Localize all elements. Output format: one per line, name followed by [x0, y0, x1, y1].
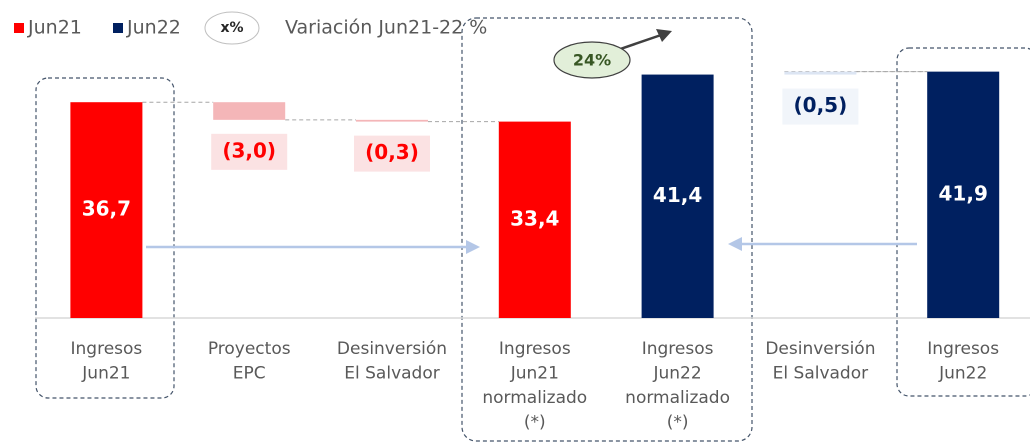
bar [498, 121, 571, 318]
arrow-head [728, 237, 742, 251]
arrow-head [656, 29, 672, 42]
annotation-badge [553, 41, 631, 79]
flow-arrows [146, 242, 917, 249]
x-tick-label: (*) [524, 413, 546, 433]
legend-badge-text: x% [220, 20, 243, 36]
value-label: 36,7 [82, 197, 131, 221]
bar [213, 102, 286, 120]
x-tick-label: Ingresos [927, 339, 999, 359]
box [896, 47, 1030, 397]
value-label: 41,4 [653, 183, 702, 207]
arrow-head [466, 240, 480, 254]
x-tick-label: EPC [233, 364, 266, 384]
legend-badge [204, 11, 260, 45]
bar [356, 119, 428, 122]
value-label-bg [211, 133, 288, 170]
x-tick-label: Proyectos [208, 339, 291, 359]
highlight-boxes [35, 17, 1030, 442]
x-tick-label: Jun21 [510, 364, 559, 384]
x-tick-label: El Salvador [773, 364, 868, 384]
x-tick-label: Jun21 [81, 364, 130, 384]
legend-label: Variación Jun21-22 % [285, 17, 487, 39]
value-label: 41,9 [939, 181, 988, 205]
legend-swatch [113, 23, 123, 33]
value-label-bg [782, 88, 859, 125]
annotation: 24% [553, 29, 672, 79]
value-label: 33,4 [510, 206, 559, 230]
bar [784, 71, 857, 75]
value-label-bg [354, 135, 430, 172]
legend-swatch [14, 23, 24, 33]
x-tick-label: normalizado [482, 388, 587, 408]
legend-label: Jun21 [27, 17, 82, 39]
x-tick-label: normalizado [625, 388, 730, 408]
x-tick-label: Ingresos [642, 339, 714, 359]
value-label: (0,3) [365, 140, 419, 164]
bar [70, 102, 143, 318]
value-label: (3,0) [222, 138, 276, 162]
x-tick-label: Ingresos [499, 339, 571, 359]
value-label: (0,5) [794, 93, 848, 117]
bar [927, 71, 1000, 319]
x-tick-label: Desinversión [337, 339, 447, 359]
box [35, 77, 175, 399]
bar [641, 74, 714, 319]
legend-label: Jun22 [126, 17, 181, 39]
x-tick-label: Desinversión [765, 339, 875, 359]
x-tick-label: Jun22 [938, 364, 987, 384]
x-tick-label: Ingresos [71, 339, 143, 359]
x-tick-label: El Salvador [344, 364, 439, 384]
annotation-text: 24% [573, 51, 611, 70]
legend: x% Variación Jun21-22 % Jun21 Jun22 [14, 11, 487, 45]
x-tick-label: (*) [667, 413, 689, 433]
x-tick-label: Jun22 [652, 364, 701, 384]
